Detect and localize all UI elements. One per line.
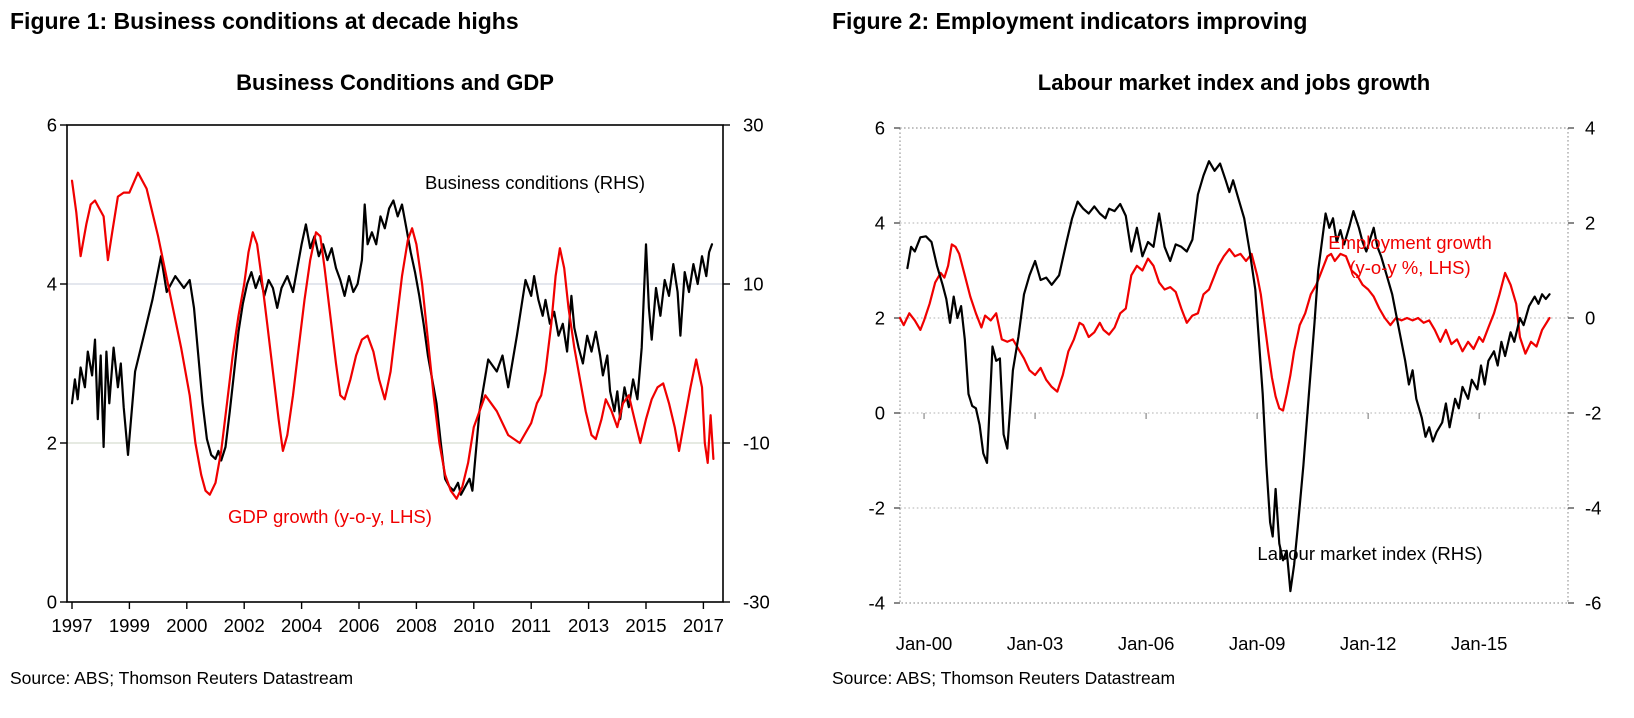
figure2-chart-title: Labour market index and jobs growth <box>1037 70 1431 95</box>
svg-text:2008: 2008 <box>396 615 437 636</box>
svg-text:0: 0 <box>875 403 885 424</box>
svg-text:-6: -6 <box>1585 593 1601 614</box>
svg-text:-2: -2 <box>869 498 885 519</box>
svg-text:0: 0 <box>47 592 57 613</box>
figure2-series-label-labour-market-index: Labour market index (RHS) <box>1257 543 1483 564</box>
svg-text:Jan-15: Jan-15 <box>1451 633 1508 654</box>
svg-text:2015: 2015 <box>625 615 666 636</box>
svg-text:2004: 2004 <box>281 615 322 636</box>
figure1-header: Figure 1: Business conditions at decade … <box>10 8 519 34</box>
svg-text:4: 4 <box>47 274 57 295</box>
figure1-series-label-business-conditions: Business conditions (RHS) <box>424 172 646 193</box>
svg-text:4: 4 <box>875 213 885 234</box>
svg-text:2006: 2006 <box>338 615 379 636</box>
figure1-source-text: Source: ABS; Thomson Reuters Datastream <box>10 668 354 688</box>
svg-text:2010: 2010 <box>453 615 494 636</box>
svg-text:-30: -30 <box>743 592 770 613</box>
svg-text:0: 0 <box>1585 308 1595 329</box>
svg-text:6: 6 <box>875 118 885 139</box>
svg-text:2: 2 <box>47 433 57 454</box>
figure1-chart-title: Business Conditions and GDP <box>236 70 554 95</box>
svg-text:1999: 1999 <box>109 615 150 636</box>
svg-text:10: 10 <box>743 274 764 295</box>
svg-text:2002: 2002 <box>224 615 265 636</box>
svg-text:-4: -4 <box>1585 498 1601 519</box>
svg-text:Jan-06: Jan-06 <box>1118 633 1175 654</box>
svg-text:2: 2 <box>875 308 885 329</box>
svg-text:2011: 2011 <box>511 615 551 636</box>
svg-text:-4: -4 <box>869 593 885 614</box>
figure2-series-label-employment-growth: Employment growth (y-o-y %, LHS) <box>1285 230 1535 280</box>
svg-text:-10: -10 <box>743 433 770 454</box>
svg-text:4: 4 <box>1585 118 1595 139</box>
svg-text:Jan-00: Jan-00 <box>896 633 953 654</box>
svg-text:2000: 2000 <box>166 615 207 636</box>
svg-text:1997: 1997 <box>51 615 92 636</box>
figure2-series-label-employment-growth-line2: (y-o-y %, LHS) <box>1349 257 1471 278</box>
svg-text:Jan-03: Jan-03 <box>1007 633 1064 654</box>
figure2-source-text: Source: ABS; Thomson Reuters Datastream <box>832 668 1176 688</box>
svg-text:2013: 2013 <box>568 615 609 636</box>
figure2-header: Figure 2: Employment indicators improvin… <box>832 8 1308 34</box>
figure1-series-label-gdp-growth: GDP growth (y-o-y, LHS) <box>228 506 432 527</box>
svg-text:-2: -2 <box>1585 403 1601 424</box>
figure2-series-label-employment-growth-line1: Employment growth <box>1328 232 1492 253</box>
svg-text:2017: 2017 <box>683 615 724 636</box>
svg-text:Jan-12: Jan-12 <box>1340 633 1397 654</box>
svg-text:Jan-09: Jan-09 <box>1229 633 1286 654</box>
svg-text:30: 30 <box>743 115 764 136</box>
svg-text:6: 6 <box>47 115 57 136</box>
svg-text:2: 2 <box>1585 213 1595 234</box>
